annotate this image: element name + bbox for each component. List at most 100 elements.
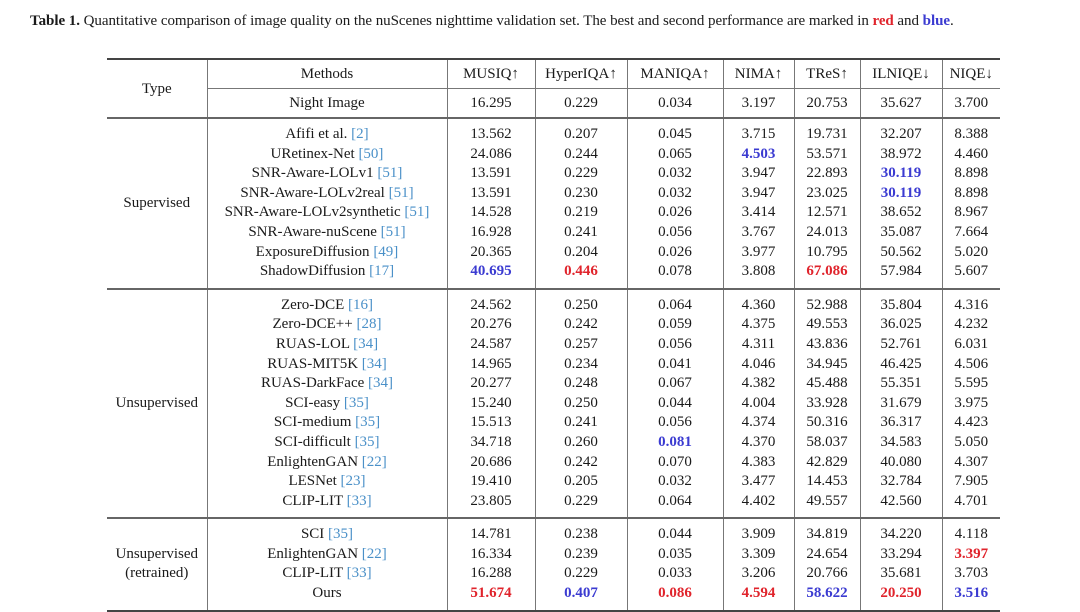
metric-value: 3.206: [722, 564, 794, 585]
metric-value-second: 0.081: [626, 432, 723, 453]
metric-value: 7.905: [941, 472, 1000, 492]
caption-text: Quantitative comparison of image quality…: [79, 13, 873, 29]
spacer-cell: [534, 603, 627, 612]
baseline-method: Night Image: [206, 88, 447, 118]
metric-value: 38.972: [859, 144, 942, 165]
spacer-cell: [859, 281, 942, 289]
table-row: URetinex-Net [50] 24.086 0.244 0.065 4.503 53…: [107, 144, 1000, 165]
metric-value: 24.587: [446, 334, 535, 355]
citation-link[interactable]: [2]: [351, 126, 369, 142]
method-cell: SNR-Aware-nuScene [51]: [206, 222, 447, 243]
citation-link[interactable]: [51]: [404, 204, 430, 221]
spacer-cell: [107, 517, 207, 526]
method-name: EnlightenGAN: [267, 453, 362, 470]
metric-value: 16.334: [446, 544, 535, 565]
spacer-cell: [941, 603, 1000, 612]
method-cell: SCI-difficult [35]: [206, 432, 447, 453]
citation-link[interactable]: [51]: [388, 184, 414, 201]
metric-value: 24.654: [793, 544, 860, 565]
header-metric: HyperIQA↑: [534, 58, 627, 89]
citation-link[interactable]: [35]: [354, 433, 380, 450]
citation-link[interactable]: [35]: [355, 414, 381, 431]
metric-value-best: 4.594: [722, 584, 794, 604]
method-cell: SNR-Aware-LOLv2synthetic [51]: [206, 203, 447, 223]
metric-value: 42.829: [793, 452, 860, 473]
metric-value: 3.703: [941, 564, 1000, 585]
metric-value: 0.032: [626, 472, 723, 492]
metric-value: 50.562: [859, 242, 942, 263]
citation-link[interactable]: [49]: [373, 243, 399, 260]
citation-link[interactable]: [35]: [328, 526, 354, 543]
citation-link[interactable]: [50]: [358, 145, 384, 162]
spacer-cell: [793, 117, 860, 125]
metric-value-best: 51.674: [446, 584, 535, 604]
metric-value: 0.260: [534, 432, 627, 453]
metric-value: 20.277: [446, 374, 535, 394]
metric-value: 4.004: [722, 393, 794, 414]
citation-link[interactable]: [17]: [369, 263, 395, 280]
citation-link[interactable]: [35]: [343, 394, 369, 411]
metric-value: 4.232: [941, 315, 1000, 335]
method-name: EnlightenGAN: [267, 545, 362, 562]
metric-value: 0.241: [534, 222, 627, 243]
citation-link[interactable]: [33]: [346, 565, 372, 582]
method-cell: SNR-Aware-LOLv1 [51]: [206, 164, 447, 184]
method-name: Afifi et al.: [285, 126, 352, 142]
group-type-label: Unsupervised: [115, 394, 199, 411]
method-cell: SNR-Aware-LOLv2real [51]: [206, 183, 447, 204]
spacer-cell: [206, 511, 447, 519]
metric-value-best: 20.250: [859, 584, 942, 604]
metric-value: 14.453: [793, 472, 860, 492]
method-cell: ExposureDiffusion [49]: [206, 242, 447, 263]
citation-link[interactable]: [23]: [340, 473, 366, 490]
citation-link[interactable]: [33]: [346, 492, 372, 509]
metric-value: 0.070: [626, 452, 723, 473]
metric-value: 32.207: [859, 125, 942, 145]
metric-value: 35.087: [859, 222, 942, 243]
method-cell: Zero-DCE [16]: [206, 295, 447, 316]
metric-value: 5.050: [941, 432, 1000, 453]
citation-link[interactable]: [34]: [361, 355, 387, 372]
spacer-cell: [941, 287, 1000, 296]
spacer-cell: [941, 117, 1000, 125]
table-row: Unsupervised Zero-DCE [16] 24.562 0.250 0.06…: [107, 295, 1000, 411]
results-table-wrapper: Type Methods MUSIQ↑ HyperIQA↑ MANIQA↑ NIMA↑ TR…: [107, 58, 1000, 612]
metric-value: 0.250: [534, 393, 627, 414]
metric-value: 0.241: [534, 413, 627, 433]
citation-link[interactable]: [51]: [377, 165, 403, 182]
citation-link[interactable]: [34]: [368, 375, 394, 392]
citation-link[interactable]: [22]: [361, 453, 387, 470]
spacer-cell: [206, 287, 447, 296]
metric-value: 0.056: [626, 334, 723, 355]
citation-link[interactable]: [51]: [380, 223, 406, 240]
metric-value: 0.026: [626, 242, 723, 263]
spacer-cell: [793, 517, 860, 526]
metric-value: 13.591: [446, 164, 535, 184]
metric-value: 36.025: [859, 315, 942, 335]
method-name: RUAS-MIT5K: [267, 355, 362, 372]
spacer-cell: [793, 287, 860, 296]
metric-value: 49.557: [793, 491, 860, 512]
metric-value-second: 58.622: [793, 584, 860, 604]
metric-value: 0.041: [626, 354, 723, 375]
citation-link[interactable]: [16]: [348, 296, 374, 313]
method-cell: RUAS-DarkFace [34]: [206, 374, 447, 394]
metric-value: 3.947: [722, 183, 794, 204]
metric-value: 4.701: [941, 491, 1000, 512]
method-cell: URetinex-Net [50]: [206, 144, 447, 165]
citation-link[interactable]: [34]: [353, 335, 379, 352]
method-name: SCI-difficult: [274, 433, 355, 450]
spacer-cell: [446, 281, 535, 289]
header-row: Type Methods MUSIQ↑ HyperIQA↑ MANIQA↑ NIMA↑ TR…: [107, 58, 1000, 118]
metric-value: 4.375: [722, 315, 794, 335]
metric-value-best: 3.397: [941, 544, 1000, 565]
citation-link[interactable]: [22]: [361, 545, 387, 562]
method-name: SNR-Aware-LOLv1: [251, 165, 378, 182]
metric-value: 0.064: [626, 295, 723, 316]
metric-value: 0.242: [534, 452, 627, 473]
citation-link[interactable]: [28]: [356, 316, 382, 333]
spacer-cell: [534, 517, 627, 526]
spacer-cell: [859, 511, 942, 519]
metric-value: 15.513: [446, 413, 535, 433]
spacer-cell: [722, 117, 794, 125]
